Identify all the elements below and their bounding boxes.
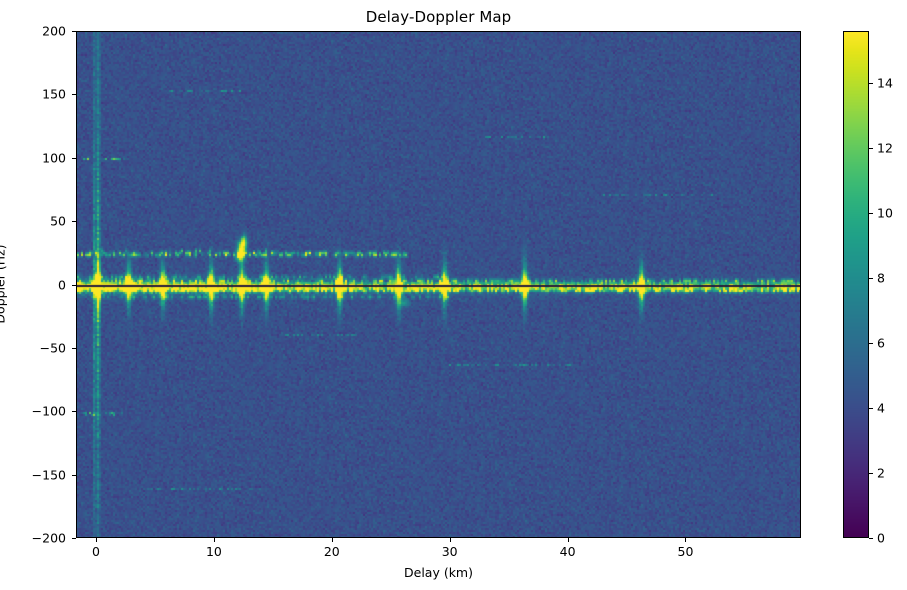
x-tick-label: 30 (441, 544, 458, 559)
colorbar-tick-mark (869, 343, 873, 344)
colorbar-tick-mark (869, 83, 873, 84)
y-tick-label: 0 (58, 277, 66, 292)
x-tick-mark (449, 538, 451, 542)
y-tick-label: −200 (31, 530, 66, 546)
y-tick-mark (72, 347, 76, 349)
colorbar-tick-label: 14 (877, 75, 893, 91)
y-tick-mark (72, 31, 76, 32)
x-tick-label: 0 (92, 544, 101, 559)
x-tick-label: 20 (323, 544, 340, 559)
colorbar-tick-mark (869, 538, 873, 539)
y-tick-mark (72, 411, 76, 413)
colorbar-tick-label: 6 (877, 335, 885, 351)
y-tick-label: −150 (31, 467, 66, 483)
colorbar-tick-label: 12 (877, 140, 893, 156)
y-tick-mark (72, 221, 76, 223)
y-tick-label: 200 (42, 23, 66, 39)
y-tick-label: −50 (39, 340, 66, 356)
y-tick-mark (72, 94, 76, 96)
x-tick-label: 40 (559, 544, 576, 559)
colorbar-tick-label: 4 (877, 400, 885, 416)
y-tick-label: 100 (42, 150, 66, 166)
y-axis-label: Doppler (Hz) (0, 244, 8, 324)
colorbar-tick-mark (869, 148, 873, 149)
colorbar-tick-label: 0 (877, 530, 885, 546)
x-tick-mark (567, 538, 569, 542)
colorbar-tick-mark (869, 278, 873, 279)
y-tick-mark (72, 284, 76, 286)
y-tick-label: 50 (50, 213, 66, 229)
colorbar-tick-mark (869, 213, 873, 214)
x-tick-mark (331, 538, 333, 542)
y-tick-label: −100 (31, 403, 66, 419)
delay-doppler-heatmap-image (77, 32, 800, 537)
colorbar-gradient (844, 32, 868, 537)
x-tick-mark (96, 538, 98, 542)
colorbar-tick-label: 10 (877, 205, 893, 221)
colorbar[interactable] (843, 31, 869, 538)
y-tick-mark (72, 538, 76, 539)
y-tick-label: 150 (42, 86, 66, 102)
colorbar-tick-label: 8 (877, 270, 885, 286)
x-tick-label: 10 (205, 544, 222, 559)
x-tick-mark (213, 538, 215, 542)
colorbar-tick-mark (869, 408, 873, 409)
x-axis-label: Delay (km) (404, 565, 473, 580)
x-tick-label: 50 (677, 544, 694, 559)
y-tick-mark (72, 157, 76, 159)
colorbar-tick-label: 2 (877, 465, 885, 481)
heatmap-axes[interactable] (76, 31, 801, 538)
x-tick-mark (685, 538, 687, 542)
chart-title: Delay-Doppler Map (365, 8, 512, 26)
y-tick-mark (72, 474, 76, 476)
colorbar-tick-mark (869, 473, 873, 474)
